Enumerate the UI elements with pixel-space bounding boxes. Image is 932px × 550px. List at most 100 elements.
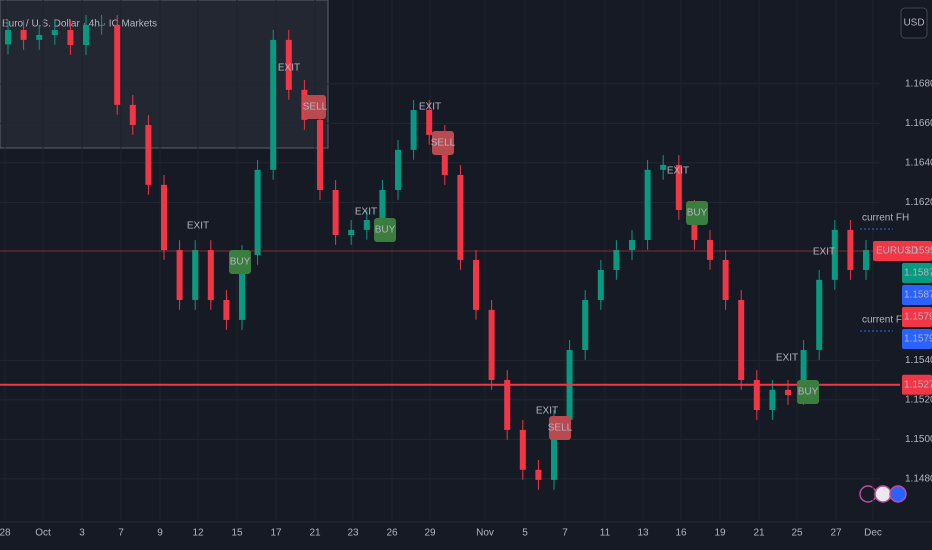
candle-body bbox=[348, 229, 355, 236]
candle-body bbox=[597, 269, 604, 300]
candle-body bbox=[83, 24, 89, 46]
candle-body bbox=[67, 30, 74, 46]
y-tick-label: 1.16600 bbox=[905, 118, 932, 129]
x-tick-label: 11 bbox=[600, 528, 611, 539]
icon[interactable] bbox=[889, 485, 907, 503]
signal-box bbox=[686, 201, 708, 225]
candle-body bbox=[192, 250, 199, 300]
candle-body bbox=[5, 30, 11, 45]
y-tick-label: 1.15200 bbox=[905, 395, 932, 406]
x-tick-label: Nov bbox=[476, 528, 494, 539]
candle-body bbox=[98, 24, 105, 26]
signal-label: EXIT bbox=[355, 207, 377, 218]
candle-body bbox=[831, 229, 838, 280]
candle-body bbox=[20, 30, 27, 40]
x-tick-label: 5 bbox=[522, 528, 528, 539]
x-tick-label: Dec bbox=[864, 528, 882, 539]
y-tick-label: 1.14800 bbox=[905, 474, 932, 485]
signal-label: BUY bbox=[230, 257, 251, 268]
signal-label: EXIT bbox=[278, 63, 300, 74]
candle-body bbox=[675, 164, 682, 210]
price-label: 1.15795 bbox=[904, 312, 932, 323]
level-label: current FH bbox=[862, 213, 909, 224]
candle-body bbox=[129, 104, 136, 126]
candle-body bbox=[785, 389, 791, 395]
candle-body bbox=[753, 379, 760, 410]
signal-box bbox=[797, 380, 819, 404]
candle-body bbox=[863, 250, 869, 270]
signal-label: BUY bbox=[375, 225, 396, 236]
candle-body bbox=[473, 259, 479, 310]
signal-label: EXIT bbox=[776, 353, 798, 364]
candle-body bbox=[847, 229, 854, 270]
signal-box bbox=[304, 95, 326, 119]
signal-label: SELL bbox=[548, 423, 573, 434]
x-tick-label: 7 bbox=[118, 528, 124, 539]
currency-label: USD bbox=[903, 18, 924, 29]
x-tick-label: Oct bbox=[35, 528, 51, 539]
candle-body bbox=[629, 239, 635, 251]
price-label-box bbox=[902, 374, 932, 395]
signal-label: EXIT bbox=[419, 102, 441, 113]
x-tick-label: 17 bbox=[270, 528, 282, 539]
candle-body bbox=[816, 279, 823, 350]
price-label-box bbox=[902, 263, 932, 284]
symbol-price: 1.15954 bbox=[905, 246, 932, 257]
signal-label: BUY bbox=[687, 208, 708, 219]
candle-body bbox=[176, 250, 183, 300]
candle-body bbox=[114, 24, 121, 105]
x-tick-label: 7 bbox=[562, 528, 568, 539]
signal-box bbox=[549, 416, 571, 440]
currency-button[interactable] bbox=[900, 7, 928, 39]
level-label: current FL bbox=[862, 315, 908, 326]
candle-body bbox=[317, 119, 323, 190]
x-tick-label: 15 bbox=[231, 528, 243, 539]
symbol-label-box bbox=[873, 241, 932, 262]
signal-label: SELL bbox=[431, 138, 456, 149]
candle-body bbox=[488, 309, 495, 380]
candle-body bbox=[660, 164, 667, 170]
signal-label: BUY bbox=[798, 387, 819, 398]
candle-body bbox=[426, 110, 433, 135]
candle-body bbox=[332, 189, 339, 236]
candle-body bbox=[800, 349, 807, 395]
x-tick-label: 13 bbox=[637, 528, 649, 539]
signal-label: SELL bbox=[303, 102, 328, 113]
candle-body bbox=[535, 469, 542, 480]
x-tick-label: 21 bbox=[753, 528, 765, 539]
x-tick-label: 9 bbox=[157, 528, 163, 539]
x-tick-label: 27 bbox=[830, 528, 842, 539]
candle-body bbox=[613, 250, 620, 270]
x-tick-label: 23 bbox=[347, 528, 359, 539]
x-tick-label: 3 bbox=[79, 528, 85, 539]
symbol-name: EURUSD bbox=[876, 246, 918, 257]
price-label-box bbox=[902, 285, 932, 306]
x-tick-label: 16 bbox=[675, 528, 687, 539]
candle-body bbox=[582, 299, 589, 350]
signal-box bbox=[432, 131, 454, 155]
candle-body bbox=[285, 39, 292, 90]
candle-body bbox=[363, 220, 370, 230]
icon[interactable] bbox=[874, 485, 892, 503]
candle-body bbox=[738, 299, 745, 380]
signal-label: EXIT bbox=[813, 247, 835, 258]
price-label: 1.15277 bbox=[904, 379, 932, 390]
candle-body bbox=[707, 239, 713, 260]
signal-label: EXIT bbox=[667, 166, 689, 177]
candle-body bbox=[223, 299, 230, 320]
candle-body bbox=[551, 419, 557, 480]
price-label-box bbox=[902, 329, 932, 350]
candle-body bbox=[410, 110, 417, 150]
price-label: 1.15795 bbox=[904, 334, 932, 345]
price-label: 1.15879 bbox=[904, 268, 932, 279]
candle-body bbox=[239, 254, 245, 320]
signal-label: EXIT bbox=[536, 406, 558, 417]
signal-box bbox=[229, 250, 251, 274]
candle-body bbox=[769, 389, 776, 410]
candle-body bbox=[36, 34, 43, 40]
candle-body bbox=[504, 379, 511, 430]
candle-body bbox=[145, 125, 152, 185]
